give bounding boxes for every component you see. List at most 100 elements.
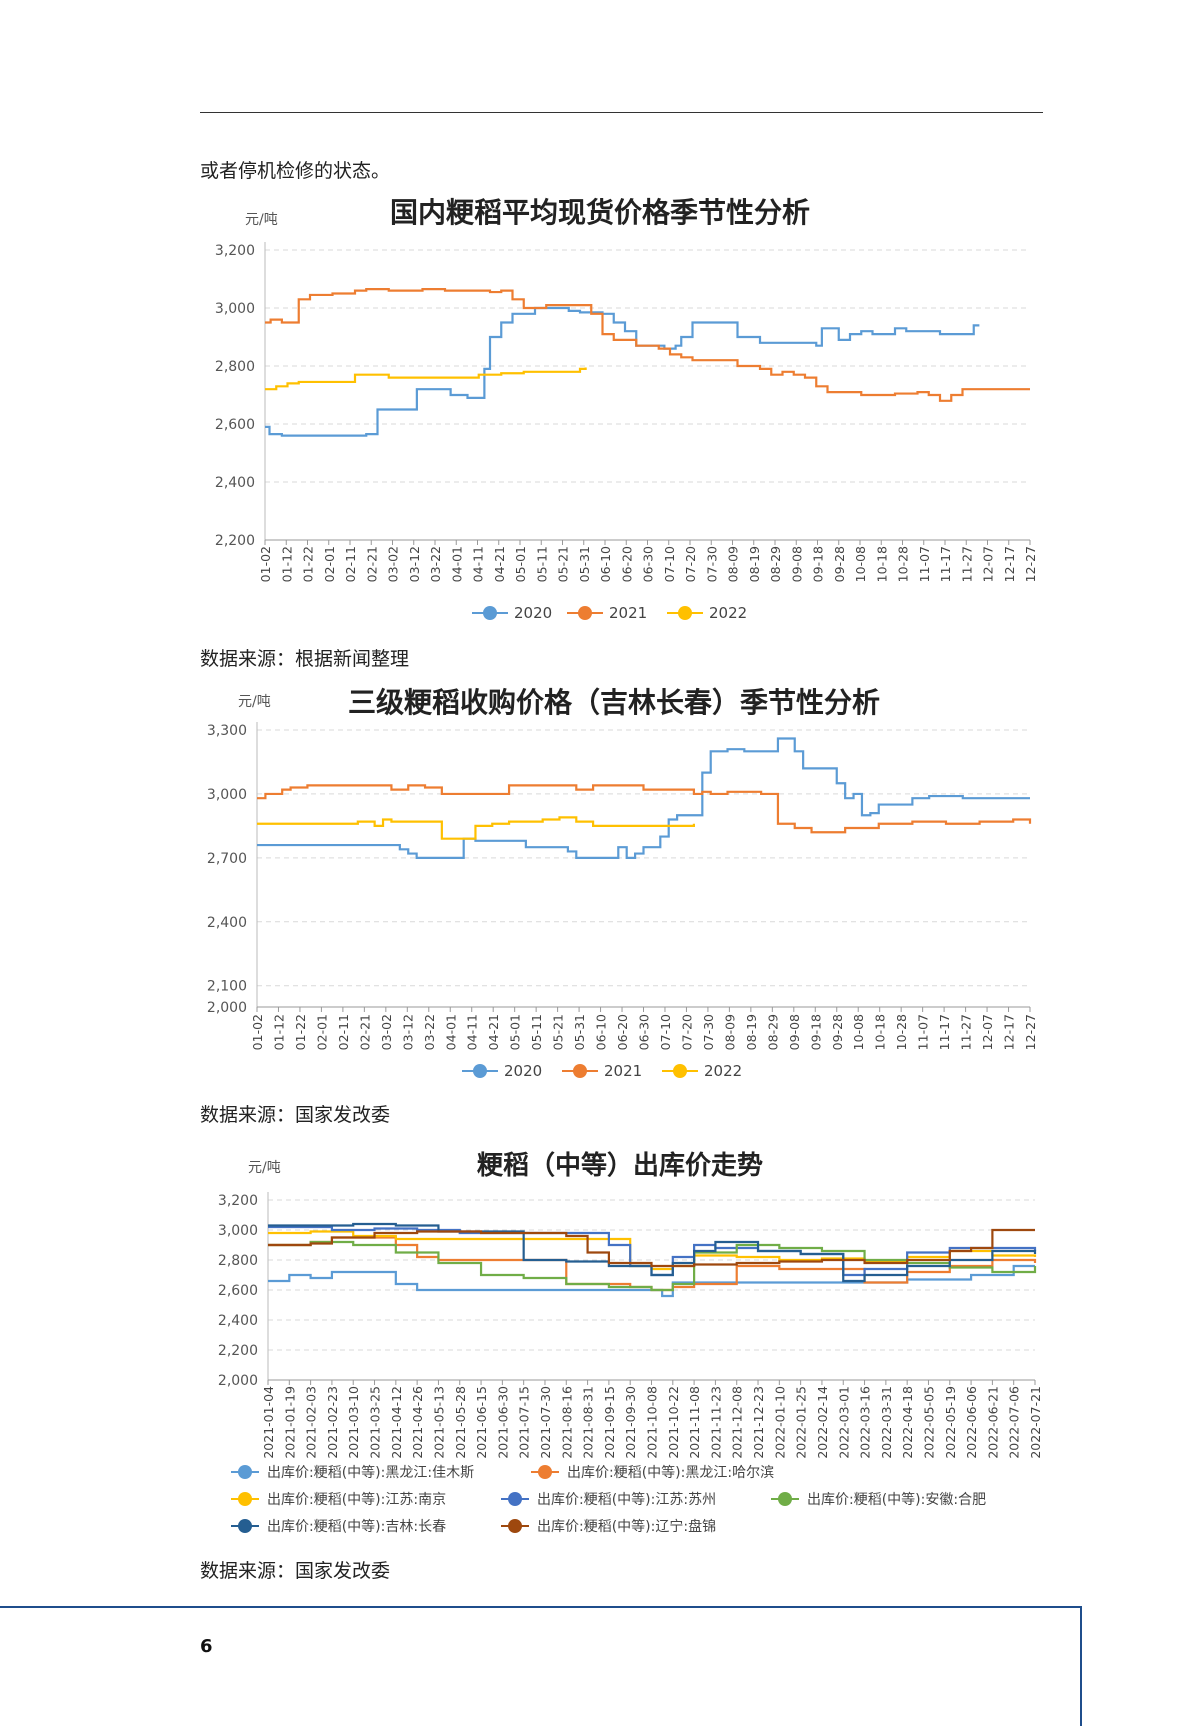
- x-tick-label: 12-07: [981, 546, 996, 582]
- x-tick-label: 10-28: [894, 1014, 909, 1050]
- series-line-1: [265, 288, 1030, 402]
- legend-marker: [538, 1465, 552, 1479]
- x-tick-label: 06-20: [619, 546, 634, 582]
- x-tick-label: 2021-12-08: [730, 1386, 745, 1459]
- x-tick-label: 02-21: [357, 1014, 372, 1050]
- x-tick-label: 08-19: [744, 1014, 759, 1050]
- x-tick-label: 10-28: [896, 546, 911, 582]
- x-tick-label: 09-18: [808, 1014, 823, 1050]
- x-tick-label: 06-30: [637, 1014, 652, 1050]
- legend-label: 出库价:粳稻(中等):吉林:长春: [267, 1518, 446, 1535]
- x-tick-label: 08-29: [768, 546, 783, 582]
- x-tick-label: 2021-05-28: [453, 1386, 468, 1459]
- x-tick-label: 09-28: [830, 1014, 845, 1050]
- intro-text: 或者停机检修的状态。: [200, 160, 391, 182]
- series-line-2: [257, 816, 696, 840]
- x-tick-label: 04-01: [449, 546, 464, 582]
- legend-label: 出库价:粳稻(中等):黑龙江:哈尔滨: [567, 1464, 774, 1481]
- series-line-6: [268, 1228, 1035, 1268]
- y-tick-label: 2,400: [215, 475, 255, 491]
- y-tick-label: 2,600: [215, 417, 255, 433]
- chart-source: 数据来源：根据新闻整理: [200, 648, 410, 670]
- chart-title: 粳稻（中等）出库价走势: [477, 1150, 763, 1181]
- header-rule: [200, 112, 1043, 113]
- x-tick-label: 09-08: [787, 1014, 802, 1050]
- x-tick-label: 2021-10-22: [666, 1386, 681, 1459]
- legend-label: 2022: [709, 604, 747, 622]
- series-line-1: [257, 784, 1032, 834]
- x-tick-label: 07-20: [683, 546, 698, 582]
- x-tick-label: 05-01: [508, 1014, 523, 1050]
- y-tick-label: 2,700: [207, 851, 247, 867]
- x-tick-label: 08-19: [747, 546, 762, 582]
- legend-marker: [578, 606, 592, 620]
- legend-marker: [238, 1492, 252, 1506]
- x-tick-label: 2022-03-01: [836, 1386, 851, 1459]
- y-tick-label: 2,400: [218, 1313, 258, 1329]
- y-tick-label: 2,600: [218, 1283, 258, 1299]
- x-tick-label: 10-18: [874, 546, 889, 582]
- series-line-5: [268, 1222, 1037, 1283]
- outbound-price-trend-chart: 粳稻（中等）出库价走势 元/吨 2,000 2,200 2,400 2,600 2,80…: [218, 1150, 1043, 1535]
- x-tick-label: 01-02: [258, 546, 273, 582]
- x-tick-label: 2022-03-16: [858, 1386, 873, 1459]
- x-tick-label: 01-22: [293, 1014, 308, 1050]
- x-tick-label: 2021-11-08: [687, 1386, 702, 1459]
- series-line-0: [257, 737, 1030, 859]
- x-tick-label: 05-31: [572, 1014, 587, 1050]
- x-tick-label: 06-10: [598, 546, 613, 582]
- legend-label: 出库价:粳稻(中等):辽宁:盘锦: [537, 1518, 716, 1535]
- x-tick-label: 04-21: [486, 1014, 501, 1050]
- x-tick-label: 02-11: [336, 1014, 351, 1050]
- x-tick-label: 2022-04-18: [900, 1386, 915, 1459]
- x-tick-label: 01-22: [301, 546, 316, 582]
- y-tick-label: 2,000: [218, 1373, 258, 1389]
- x-tick-label: 2021-09-15: [602, 1386, 617, 1459]
- x-tick-label: 2021-08-31: [581, 1386, 596, 1459]
- x-tick-label: 05-11: [529, 1014, 544, 1050]
- y-tick-label: 3,200: [218, 1193, 258, 1209]
- y-tick-label: 2,200: [215, 533, 255, 549]
- legend-marker: [778, 1492, 792, 1506]
- x-tick-label: 2021-10-08: [645, 1386, 660, 1459]
- chart-source: 数据来源：国家发改委: [200, 1104, 391, 1126]
- legend-marker: [508, 1492, 522, 1506]
- x-tick-label: 10-18: [873, 1014, 888, 1050]
- x-tick-label: 2021-04-12: [389, 1386, 404, 1459]
- x-tick-label: 09-28: [832, 546, 847, 582]
- footer-frame: [0, 1606, 1082, 1726]
- x-tick-label: 11-27: [959, 546, 974, 582]
- legend-label: 2021: [604, 1062, 642, 1080]
- legend-marker: [483, 606, 497, 620]
- x-tick-label: 08-29: [765, 1014, 780, 1050]
- x-tick-label: 2021-02-23: [325, 1386, 340, 1459]
- x-tick-label: 2021-02-03: [304, 1386, 319, 1459]
- x-tick-label: 02-11: [343, 546, 358, 582]
- x-tick-label: 2022-06-06: [964, 1386, 979, 1459]
- x-tick-label: 2021-08-16: [559, 1386, 574, 1459]
- x-tick-label: 2021-11-23: [708, 1386, 723, 1459]
- y-tick-label: 2,200: [218, 1343, 258, 1359]
- y-tick-label: 3,300: [207, 723, 247, 739]
- x-tick-label: 03-22: [422, 1014, 437, 1050]
- plot-area: 2,000 2,100 2,400 2,700 3,000 3,300 01-02 01-12…: [207, 722, 1038, 1080]
- x-tick-label: 11-17: [937, 1014, 952, 1050]
- chart-title: 三级粳稻收购价格（吉林长春）季节性分析: [348, 686, 880, 719]
- legend-label: 出库价:粳稻(中等):安徽:合肥: [807, 1491, 986, 1508]
- x-tick-label: 01-12: [271, 1014, 286, 1050]
- x-tick-label: 02-01: [322, 546, 337, 582]
- x-tick-label: 01-02: [250, 1014, 265, 1050]
- x-tick-label: 12-17: [1002, 546, 1017, 582]
- plot-area: 2,000 2,200 2,400 2,600 2,800 3,000 3,200 2021-…: [218, 1192, 1043, 1535]
- y-tick-label: 3,000: [215, 301, 255, 317]
- y-tick-label: 2,000: [207, 1000, 247, 1016]
- x-tick-label: 2021-04-26: [410, 1386, 425, 1459]
- x-tick-label: 09-08: [789, 546, 804, 582]
- x-tick-label: 2021-06-15: [474, 1386, 489, 1459]
- x-tick-label: 12-07: [980, 1014, 995, 1050]
- x-tick-label: 05-21: [551, 1014, 566, 1050]
- x-tick-label: 11-27: [959, 1014, 974, 1050]
- x-tick-label: 2022-07-21: [1028, 1386, 1043, 1459]
- x-tick-label: 10-08: [851, 1014, 866, 1050]
- legend-label: 2020: [514, 604, 552, 622]
